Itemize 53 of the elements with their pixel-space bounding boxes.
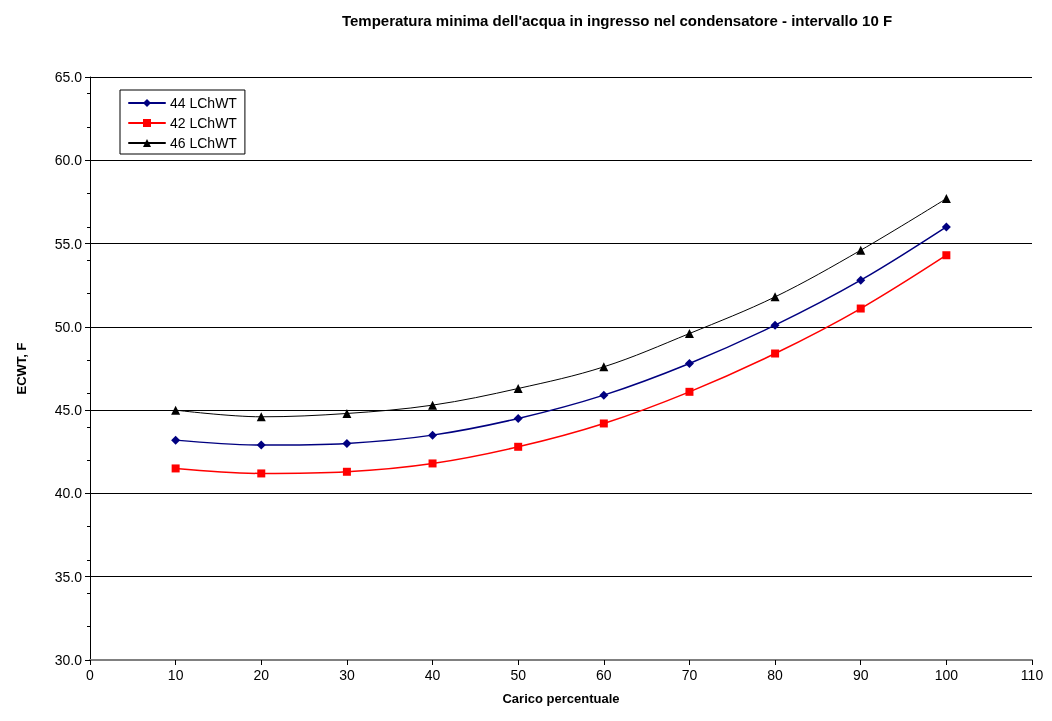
y-tick-label: 50.0 bbox=[54, 318, 83, 335]
point bbox=[684, 329, 694, 339]
y-tick-label: 65.0 bbox=[54, 69, 83, 85]
point bbox=[171, 405, 181, 415]
x-tick-label: 90 bbox=[852, 667, 869, 683]
point bbox=[942, 251, 951, 260]
point bbox=[941, 222, 951, 232]
point bbox=[770, 320, 780, 330]
chart-title: Temperatura minima dell'acqua in ingresso nel condensatore - intervallo 10 F bbox=[341, 12, 893, 29]
point bbox=[856, 245, 866, 255]
point bbox=[342, 408, 352, 418]
y-tick-label: 45.0 bbox=[54, 402, 83, 419]
x-tick-label: 70 bbox=[681, 667, 698, 683]
point bbox=[856, 275, 866, 285]
legend-label: 42 LChWT bbox=[170, 115, 238, 131]
x-tick-label: 20 bbox=[253, 667, 270, 683]
y-tick-label: 40.0 bbox=[54, 485, 83, 502]
point bbox=[171, 464, 180, 473]
y-tick-label: 35.0 bbox=[54, 568, 83, 585]
point bbox=[856, 304, 865, 313]
y-axis-title: ECWT, F bbox=[14, 342, 29, 395]
point bbox=[599, 390, 609, 400]
legend-label: 44 LChWT bbox=[170, 95, 238, 111]
point bbox=[514, 442, 523, 451]
x-tick-label: 40 bbox=[424, 667, 441, 683]
point bbox=[684, 359, 694, 368]
x-tick-label: 10 bbox=[167, 667, 184, 683]
point bbox=[941, 194, 951, 204]
point bbox=[342, 467, 351, 476]
point bbox=[428, 400, 438, 410]
x-tick-label: 80 bbox=[767, 667, 784, 683]
x-tick-label: 30 bbox=[339, 667, 355, 683]
x-tick-label: 50 bbox=[510, 667, 527, 683]
point bbox=[513, 413, 523, 423]
y-tick-label: 30.0 bbox=[54, 652, 83, 668]
point bbox=[342, 438, 352, 448]
point bbox=[257, 469, 266, 478]
x-tick-label: 60 bbox=[596, 667, 612, 683]
point bbox=[685, 387, 694, 396]
point bbox=[171, 435, 181, 445]
point bbox=[428, 430, 438, 440]
x-tick-label: 110 bbox=[1020, 667, 1044, 683]
legend-label: 46 LChWT bbox=[170, 135, 238, 151]
point bbox=[599, 419, 608, 428]
x-tick-label: 0 bbox=[86, 667, 95, 683]
x-tick-label: 100 bbox=[934, 667, 959, 683]
y-tick-label: 60.0 bbox=[54, 152, 83, 169]
y-tick-label: 55.0 bbox=[54, 235, 83, 252]
point bbox=[513, 383, 523, 393]
point bbox=[256, 440, 266, 450]
x-axis-title: Carico percentuale bbox=[502, 691, 620, 706]
point bbox=[771, 349, 780, 358]
point bbox=[428, 459, 437, 468]
